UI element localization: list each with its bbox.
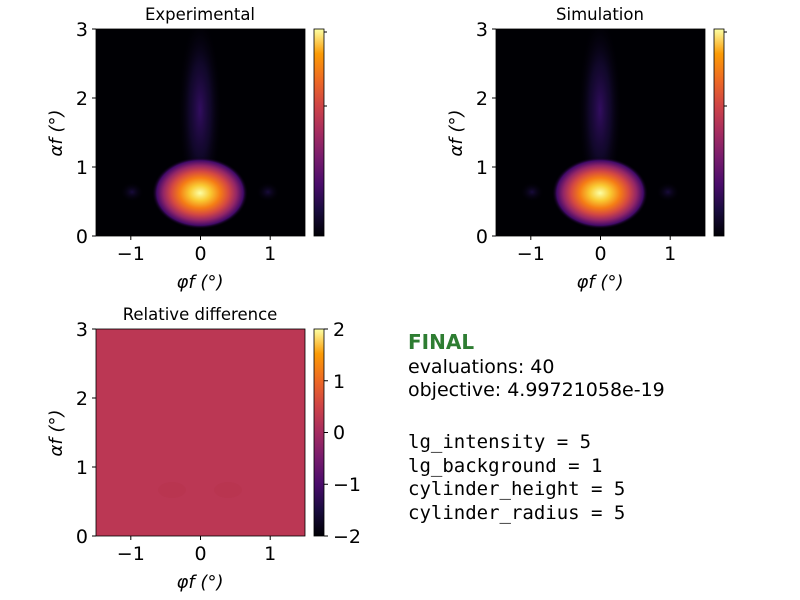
colorbar-tick-label: −2 [333, 526, 361, 548]
colorbar-tick-label: −1 [333, 474, 361, 496]
chart-title: Experimental [145, 5, 255, 24]
chart-title: Relative difference [123, 305, 278, 324]
y-axis-label: αf (°) [446, 110, 467, 157]
y-axis-ticks: 0 1 2 3 [76, 19, 96, 248]
y-tick-label: 3 [76, 19, 88, 41]
colorbar: 2 1 0 −1 −2 [313, 319, 361, 548]
y-tick-label: 2 [76, 388, 88, 410]
param-cylinder-height: cylinder_height = 5 [408, 478, 625, 500]
objective-value: objective: 4.99721058e-19 [408, 379, 665, 401]
chart-title: Simulation [556, 5, 644, 24]
colorbar [713, 28, 727, 237]
y-tick-label: 1 [76, 457, 88, 479]
difference-fill [96, 329, 305, 536]
fit-status: FINAL evaluations: 40 objective: 4.99721… [408, 330, 665, 524]
x-axis-label: φf (°) [177, 572, 224, 593]
y-axis-ticks: 0 1 2 3 [476, 19, 496, 248]
y-axis-ticks: 0 1 2 3 [76, 319, 96, 548]
param-cylinder-radius: cylinder_radius = 5 [408, 502, 625, 524]
side-lobe-mark [520, 182, 544, 202]
x-tick-label: −1 [517, 243, 545, 265]
x-tick-label: 0 [194, 243, 206, 265]
heatmap-image [96, 329, 305, 536]
x-axis-ticks: −1 0 1 [117, 536, 276, 565]
colorbar-gradient [313, 28, 325, 237]
param-lg-intensity: lg_intensity = 5 [408, 431, 591, 453]
side-lobe-mark [656, 182, 680, 202]
peak-mark [552, 157, 648, 229]
peak-mark [152, 157, 248, 229]
heatmap-relative-difference: Relative difference −1 0 1 0 1 2 3 φf (°… [46, 305, 361, 593]
colorbar-tick-label: 2 [333, 319, 345, 341]
side-lobe-mark [256, 182, 280, 202]
x-tick-label: 0 [194, 543, 206, 565]
evaluations-count: evaluations: 40 [408, 356, 554, 378]
x-tick-label: 1 [664, 243, 676, 265]
x-axis-label: φf (°) [177, 272, 224, 293]
y-axis-label: αf (°) [46, 110, 67, 157]
y-tick-label: 2 [76, 88, 88, 110]
colorbar-gradient [713, 28, 725, 237]
colorbar [313, 28, 327, 237]
heatmap-experimental: Experimental −1 0 1 0 1 2 3 φf (°) [46, 5, 327, 293]
y-tick-label: 0 [76, 526, 88, 548]
x-tick-label: 0 [594, 243, 606, 265]
y-axis-label: αf (°) [46, 410, 67, 457]
y-tick-label: 2 [476, 88, 488, 110]
heatmap-simulation: Simulation −1 0 1 0 1 2 3 φf (°) [446, 5, 727, 293]
y-tick-label: 0 [476, 226, 488, 248]
x-axis-label: φf (°) [577, 272, 624, 293]
x-axis-ticks: −1 0 1 [517, 236, 676, 265]
heatmap-image [96, 29, 305, 236]
param-lg-background: lg_background = 1 [408, 455, 602, 477]
y-tick-label: 0 [76, 226, 88, 248]
x-tick-label: −1 [117, 243, 145, 265]
y-tick-label: 1 [476, 157, 488, 179]
x-tick-label: 1 [264, 543, 276, 565]
y-tick-label: 1 [76, 157, 88, 179]
y-tick-label: 3 [476, 19, 488, 41]
colorbar-tick-label: 1 [333, 371, 345, 393]
heatmap-image [496, 29, 705, 236]
colorbar-tick-label: 0 [333, 422, 345, 444]
x-tick-label: 1 [264, 243, 276, 265]
side-lobe-mark [120, 182, 144, 202]
y-tick-label: 3 [76, 319, 88, 341]
status-heading: FINAL [408, 330, 474, 354]
residual-mark [158, 482, 186, 498]
x-tick-label: −1 [117, 543, 145, 565]
x-axis-ticks: −1 0 1 [117, 236, 276, 265]
colorbar-gradient [313, 328, 325, 537]
residual-mark [214, 482, 242, 498]
